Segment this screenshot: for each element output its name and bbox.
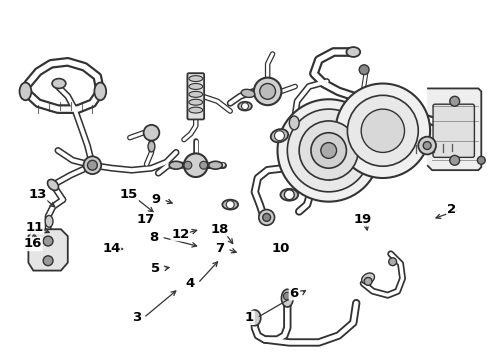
Text: 7: 7 bbox=[216, 242, 224, 255]
Circle shape bbox=[254, 78, 281, 105]
Text: 11: 11 bbox=[25, 221, 44, 234]
Text: 2: 2 bbox=[447, 203, 456, 216]
Text: 17: 17 bbox=[137, 213, 155, 226]
Circle shape bbox=[284, 190, 294, 200]
FancyBboxPatch shape bbox=[357, 114, 369, 124]
Circle shape bbox=[423, 141, 431, 149]
Text: 6: 6 bbox=[289, 287, 298, 300]
Circle shape bbox=[477, 156, 485, 164]
Text: 16: 16 bbox=[24, 238, 42, 251]
Text: 8: 8 bbox=[149, 231, 159, 244]
Circle shape bbox=[347, 95, 418, 166]
Ellipse shape bbox=[20, 82, 31, 100]
Circle shape bbox=[418, 137, 436, 154]
Text: 10: 10 bbox=[271, 242, 290, 255]
Text: 3: 3 bbox=[132, 311, 141, 324]
FancyBboxPatch shape bbox=[187, 73, 204, 120]
Ellipse shape bbox=[189, 76, 203, 82]
Circle shape bbox=[299, 121, 358, 180]
Circle shape bbox=[43, 256, 53, 266]
Ellipse shape bbox=[271, 129, 288, 142]
FancyBboxPatch shape bbox=[337, 134, 385, 162]
Text: 19: 19 bbox=[353, 213, 371, 226]
Circle shape bbox=[336, 84, 430, 178]
Ellipse shape bbox=[289, 116, 299, 130]
Circle shape bbox=[450, 96, 460, 106]
Ellipse shape bbox=[238, 102, 252, 111]
Circle shape bbox=[283, 292, 291, 300]
Text: 9: 9 bbox=[151, 193, 161, 206]
Ellipse shape bbox=[45, 215, 53, 227]
Text: 5: 5 bbox=[151, 262, 161, 275]
Ellipse shape bbox=[189, 99, 203, 105]
Circle shape bbox=[226, 201, 234, 208]
Circle shape bbox=[277, 99, 380, 202]
Text: 14: 14 bbox=[102, 242, 121, 255]
Circle shape bbox=[389, 258, 396, 266]
Circle shape bbox=[83, 156, 101, 174]
Ellipse shape bbox=[241, 89, 255, 98]
Ellipse shape bbox=[95, 82, 106, 100]
Text: 4: 4 bbox=[186, 277, 195, 290]
Circle shape bbox=[200, 161, 208, 169]
Ellipse shape bbox=[148, 141, 155, 152]
Circle shape bbox=[144, 125, 159, 141]
Ellipse shape bbox=[362, 273, 374, 284]
Circle shape bbox=[263, 213, 270, 221]
Text: 13: 13 bbox=[28, 188, 47, 201]
Ellipse shape bbox=[346, 47, 360, 57]
Circle shape bbox=[361, 109, 405, 152]
Circle shape bbox=[274, 131, 284, 141]
Ellipse shape bbox=[48, 179, 58, 190]
Circle shape bbox=[321, 143, 337, 158]
Circle shape bbox=[311, 133, 346, 168]
Ellipse shape bbox=[280, 189, 298, 201]
Polygon shape bbox=[427, 89, 481, 170]
Circle shape bbox=[43, 236, 53, 246]
Circle shape bbox=[364, 278, 372, 285]
FancyBboxPatch shape bbox=[433, 104, 474, 157]
Circle shape bbox=[88, 160, 98, 170]
Ellipse shape bbox=[52, 78, 66, 89]
Circle shape bbox=[450, 156, 460, 165]
Ellipse shape bbox=[189, 91, 203, 97]
Ellipse shape bbox=[249, 310, 261, 326]
Text: 15: 15 bbox=[120, 188, 138, 201]
Text: 1: 1 bbox=[245, 311, 254, 324]
Ellipse shape bbox=[281, 289, 293, 307]
Ellipse shape bbox=[209, 161, 222, 169]
Circle shape bbox=[242, 103, 248, 109]
Ellipse shape bbox=[189, 84, 203, 89]
Text: 12: 12 bbox=[171, 228, 190, 240]
Circle shape bbox=[260, 84, 275, 99]
Circle shape bbox=[287, 109, 370, 192]
Circle shape bbox=[259, 210, 274, 225]
Ellipse shape bbox=[189, 107, 203, 113]
Polygon shape bbox=[28, 229, 68, 271]
Circle shape bbox=[184, 153, 208, 177]
Circle shape bbox=[359, 65, 369, 75]
Text: 18: 18 bbox=[211, 223, 229, 236]
Circle shape bbox=[184, 161, 192, 169]
Ellipse shape bbox=[222, 200, 238, 210]
Ellipse shape bbox=[169, 161, 183, 169]
